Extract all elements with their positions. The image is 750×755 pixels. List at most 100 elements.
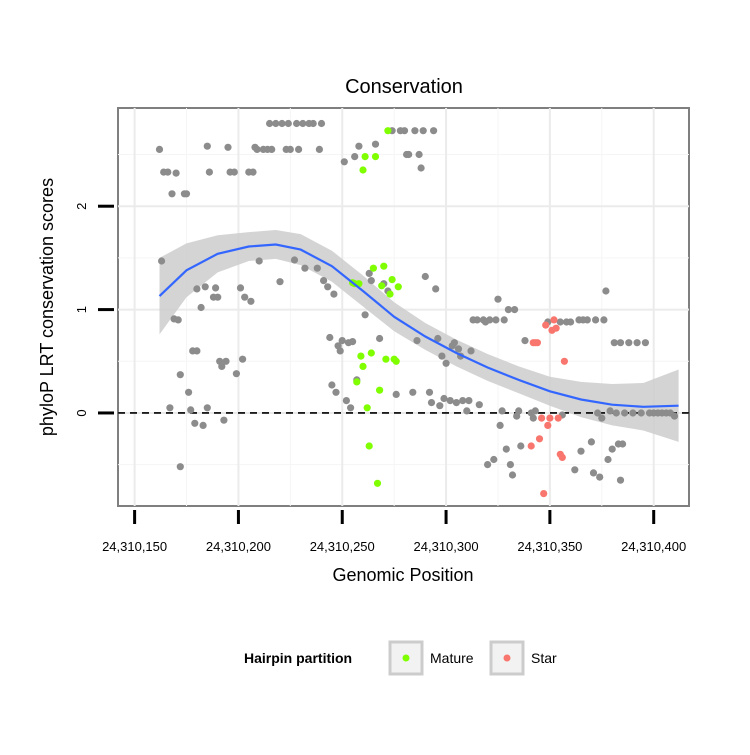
data-point-mature — [353, 378, 361, 386]
x-tick-label: 24,310,350 — [517, 539, 582, 554]
data-point-other — [367, 277, 375, 285]
data-point-other — [230, 168, 238, 176]
data-point-other — [328, 381, 336, 389]
data-point-other — [515, 407, 523, 415]
data-point-other — [276, 278, 284, 286]
data-point-star — [550, 316, 558, 324]
data-point-other — [371, 140, 380, 148]
y-tick-label: 2 — [74, 203, 89, 210]
data-point-other — [583, 316, 591, 324]
data-point-other — [463, 407, 471, 415]
data-point-other — [361, 311, 369, 319]
data-point-other — [467, 347, 475, 355]
data-point-other — [222, 357, 230, 365]
data-point-other — [239, 355, 247, 363]
data-point-other — [604, 455, 612, 464]
data-point-other — [205, 168, 213, 176]
x-tick-label: 24,310,400 — [621, 539, 686, 554]
data-point-other — [330, 290, 338, 298]
data-point-other — [284, 119, 292, 128]
y-tick-label: 0 — [74, 409, 89, 416]
data-point-mature — [382, 355, 390, 363]
legend-marker-mature — [402, 654, 410, 662]
data-point-other — [168, 190, 176, 198]
data-point-other — [301, 264, 309, 272]
data-point-other — [592, 316, 600, 324]
data-point-other — [490, 455, 498, 464]
data-point-other — [176, 463, 184, 471]
data-point-other — [616, 339, 625, 347]
data-point-mature — [357, 352, 365, 360]
data-point-other — [203, 404, 211, 412]
data-point-mature — [380, 262, 388, 270]
data-point-star — [554, 414, 562, 422]
data-point-other — [212, 284, 220, 292]
data-point-mature — [373, 479, 382, 487]
data-point-other — [459, 397, 467, 405]
data-point-other — [166, 404, 174, 412]
data-point-other — [176, 371, 184, 379]
data-point-other — [365, 269, 373, 277]
data-point-other — [641, 339, 650, 347]
data-point-mature — [365, 442, 373, 450]
data-point-other — [427, 399, 436, 407]
data-point-other — [633, 339, 641, 347]
x-tick-label: 24,310,250 — [310, 539, 375, 554]
data-point-other — [193, 285, 201, 293]
data-point-mature — [384, 127, 392, 135]
data-point-other — [191, 419, 199, 427]
data-point-other — [324, 283, 332, 291]
data-point-mature — [376, 386, 384, 394]
data-point-other — [608, 445, 616, 453]
data-point-other — [232, 370, 240, 378]
data-point-other — [521, 337, 529, 345]
chart-title: Conservation — [345, 76, 463, 98]
legend-label-star: Star — [531, 650, 557, 666]
data-points — [155, 119, 679, 498]
data-point-other — [236, 284, 245, 292]
data-point-mature — [363, 404, 371, 412]
x-tick-label: 24,310,300 — [414, 539, 479, 554]
data-point-other — [600, 316, 608, 324]
data-point-other — [309, 119, 317, 128]
data-point-other — [315, 145, 323, 153]
data-point-other — [494, 295, 502, 303]
smooth-line — [158, 243, 679, 408]
data-point-other — [320, 277, 328, 285]
data-point-other — [446, 397, 454, 405]
data-point-other — [338, 337, 346, 345]
data-point-other — [621, 409, 629, 417]
legend-key-star — [489, 640, 525, 676]
data-point-other — [502, 445, 510, 453]
x-axis-label: Genomic Position — [332, 565, 473, 585]
data-point-other — [409, 388, 417, 396]
data-point-other — [500, 316, 508, 324]
data-point-star — [527, 442, 535, 450]
confidence-band — [159, 230, 679, 442]
data-point-other — [197, 303, 205, 312]
data-point-star — [542, 321, 550, 329]
data-point-other — [529, 414, 537, 422]
data-point-mature — [359, 166, 367, 174]
data-point-other — [187, 406, 195, 414]
data-point-other — [508, 471, 517, 479]
data-point-other — [454, 345, 463, 353]
data-point-other — [376, 334, 384, 343]
data-point-star — [535, 435, 544, 443]
data-point-other — [182, 190, 191, 198]
data-point-other — [172, 169, 180, 177]
data-point-mature — [386, 290, 394, 298]
data-point-other — [332, 388, 340, 396]
data-point-other — [253, 145, 261, 153]
data-point-other — [567, 318, 575, 326]
confidence-band-layer — [159, 230, 679, 442]
data-point-other — [421, 272, 429, 281]
data-point-other — [442, 359, 450, 367]
data-point-other — [392, 390, 400, 398]
data-point-other — [577, 447, 585, 455]
data-point-mature — [371, 153, 380, 161]
data-point-other — [255, 257, 263, 265]
data-point-mature — [361, 153, 369, 161]
data-point-other — [201, 283, 209, 291]
